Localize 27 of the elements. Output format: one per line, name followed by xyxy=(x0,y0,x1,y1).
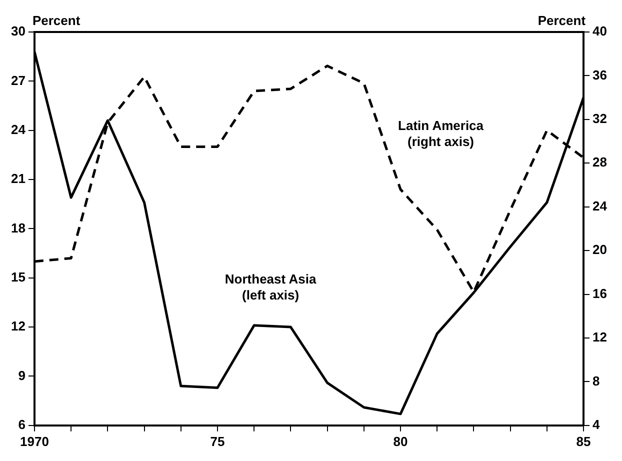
y2-tick-label: 36 xyxy=(592,67,608,82)
y-tick-label: 12 xyxy=(10,318,26,334)
y2-tick-label: 24 xyxy=(592,198,608,214)
x-tick-label: 85 xyxy=(576,434,591,449)
y2-tick-label: 32 xyxy=(592,111,608,126)
y-tick-label: 18 xyxy=(10,220,26,236)
x-tick-label: 80 xyxy=(393,434,408,449)
x-tick-label: 75 xyxy=(210,434,225,449)
text: Northeast Asia (left axis) xyxy=(224,271,317,302)
y2-tick-label: 12 xyxy=(592,330,608,345)
y2-tick-label: 20 xyxy=(592,242,608,258)
y-tick-label: 30 xyxy=(10,24,26,39)
x-tick-label: 1970 xyxy=(20,434,49,449)
y-tick-label: 6 xyxy=(18,416,26,432)
y2-tick-label: 16 xyxy=(592,286,608,301)
series-label: Latin America (right axis) xyxy=(398,118,484,149)
y2-axis-title: Percent xyxy=(538,13,586,28)
y-tick-label: 21 xyxy=(10,171,26,186)
y2-tick-label: 4 xyxy=(592,416,601,432)
y2-tick-label: 28 xyxy=(592,154,608,170)
y2-tick-label: 8 xyxy=(592,373,600,388)
y-tick-label: 24 xyxy=(10,122,26,137)
y-tick-label: 9 xyxy=(18,368,26,383)
y-tick-label: 27 xyxy=(10,72,26,88)
y-tick-label: 15 xyxy=(10,269,26,284)
y-axis-title: Percent xyxy=(32,13,81,28)
y2-tick-label: 40 xyxy=(592,24,608,39)
